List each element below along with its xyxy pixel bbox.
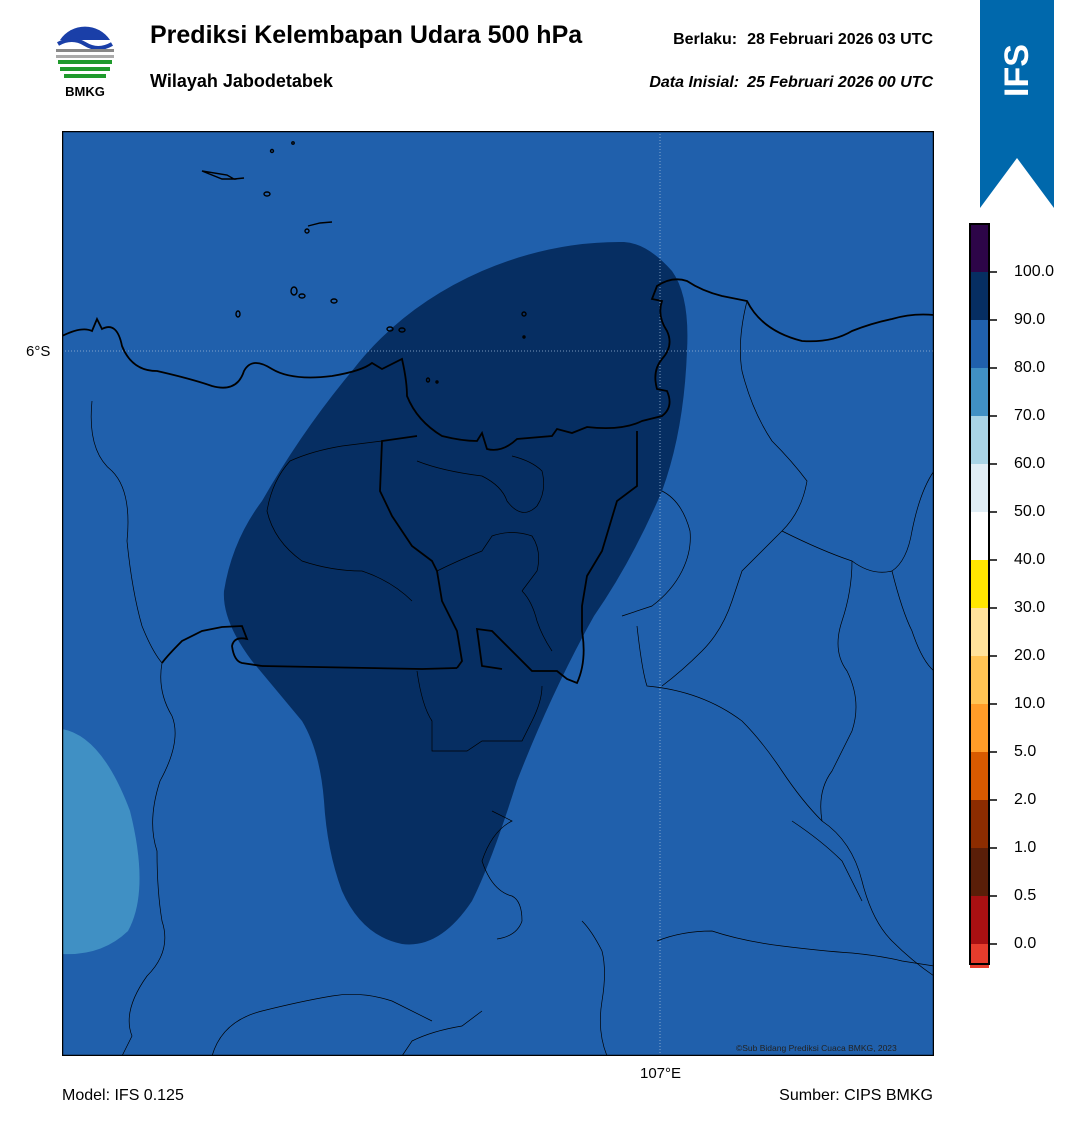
colorbar-tick-label: 100.0 [1014, 263, 1055, 280]
jabodetabek-borders [161, 431, 638, 685]
colorbar-segment [970, 848, 989, 896]
init-value: 25 Februari 2026 00 UTC [747, 74, 933, 91]
colorbar-tick-label: 90.0 [1014, 311, 1046, 328]
colorbar-tick-label: 50.0 [1014, 503, 1046, 520]
colorbar-segment [970, 800, 989, 848]
colorbar-segment [970, 368, 989, 416]
colorbar-segment [970, 224, 989, 272]
map-credit: ©Sub Bidang Prediksi Cuaca BMKG, 2023 [736, 1043, 897, 1053]
colorbar-segment [970, 896, 989, 944]
source-label: Sumber: CIPS BMKG [779, 1087, 933, 1104]
model-label: Model: IFS 0.125 [62, 1087, 184, 1104]
colorbar-segment [970, 320, 989, 368]
colorbar-segment [970, 752, 989, 800]
logo-text: BMKG [65, 84, 105, 99]
ifs-banner-text: IFS [997, 43, 1036, 97]
colorbar-tick-label: 1.0 [1014, 839, 1037, 856]
colorbar-tick-label: 10.0 [1014, 695, 1046, 712]
colorbar-tick-label: 0.5 [1014, 887, 1037, 904]
colorbar-segment [970, 416, 989, 464]
humidity-band-70-80 [62, 729, 140, 955]
colorbar-tick-label: 0.0 [1014, 935, 1037, 952]
colorbar-segment [970, 272, 989, 320]
colorbar-segment [970, 560, 989, 608]
humidity-band-90-100 [223, 241, 688, 945]
colorbar-tick-label: 2.0 [1014, 791, 1037, 808]
colorbar-segment [970, 704, 989, 752]
lat-label: 6°S [26, 343, 51, 360]
region-subtitle: Wilayah Jabodetabek [150, 71, 333, 91]
init-time: Data Inisial: 25 Februari 2026 00 UTC [649, 74, 933, 92]
colorbar-tick-label: 80.0 [1014, 359, 1046, 376]
thousand-islands [201, 141, 527, 384]
colorbar-segment [970, 944, 989, 968]
init-label: Data Inisial: [649, 74, 740, 91]
colorbar-tick-label: 60.0 [1014, 455, 1046, 472]
colorbar-tick-label: 30.0 [1014, 599, 1046, 616]
colorbar-segment [970, 464, 989, 512]
page-title: Prediksi Kelembapan Udara 500 hPa [150, 21, 583, 49]
colorbar-segment [970, 512, 989, 560]
bmkg-logo-icon [55, 24, 115, 84]
humidity-map: ©Sub Bidang Prediksi Cuaca BMKG, 2023 [62, 131, 934, 1056]
regency-borders [90, 300, 934, 1056]
colorbar-segment [970, 656, 989, 704]
colorbar-tick-label: 70.0 [1014, 407, 1046, 424]
colorbar-tick-label: 20.0 [1014, 647, 1046, 664]
colorbar-tick-label: 40.0 [1014, 551, 1046, 568]
valid-label: Berlaku: [673, 31, 738, 48]
lon-label: 107°E [640, 1065, 682, 1082]
valid-value: 28 Februari 2026 03 UTC [747, 31, 933, 48]
colorbar-segment [970, 608, 989, 656]
colorbar-tick-label: 5.0 [1014, 743, 1037, 760]
colorbar [969, 223, 997, 968]
valid-time: Berlaku: 28 Februari 2026 03 UTC [673, 31, 933, 49]
ifs-banner [980, 0, 1054, 208]
